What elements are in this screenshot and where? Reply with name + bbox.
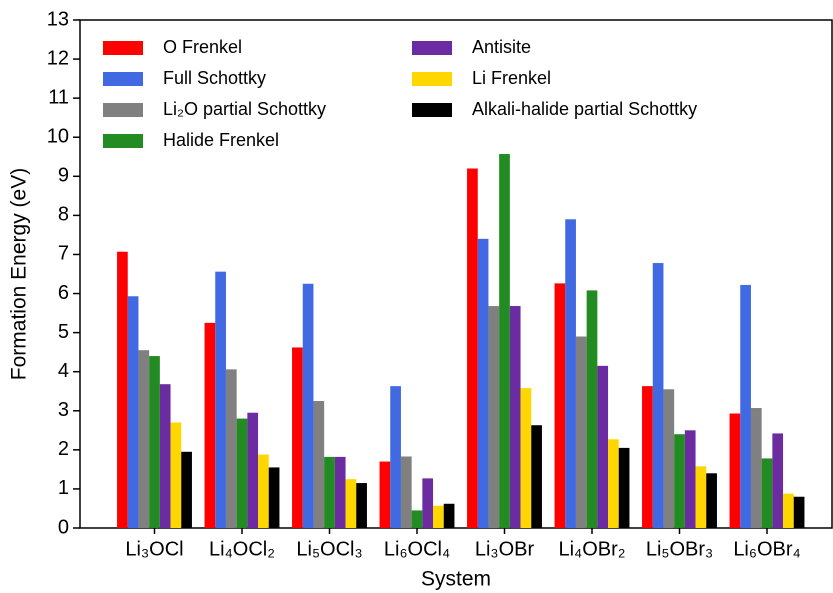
bar bbox=[138, 350, 150, 528]
bar bbox=[663, 389, 675, 528]
y-tick-label: 4 bbox=[58, 360, 69, 382]
bar bbox=[531, 425, 542, 528]
y-tick-label: 3 bbox=[58, 399, 69, 421]
y-tick-label: 9 bbox=[58, 165, 69, 187]
bar bbox=[236, 418, 248, 528]
x-tick-label: Li₆OBr₄ bbox=[733, 538, 800, 560]
bar bbox=[324, 456, 335, 528]
y-tick-label: 6 bbox=[58, 282, 69, 304]
legend-swatch bbox=[103, 41, 143, 55]
x-tick-label: Li₅OBr₃ bbox=[646, 538, 713, 560]
bar bbox=[750, 408, 762, 528]
bar bbox=[149, 356, 160, 528]
bar bbox=[345, 479, 357, 528]
bar bbox=[706, 473, 717, 528]
bar bbox=[313, 401, 325, 528]
bar bbox=[379, 461, 391, 528]
bar bbox=[477, 238, 489, 529]
bar bbox=[554, 283, 566, 528]
legend-swatch bbox=[103, 72, 143, 86]
bar bbox=[258, 454, 269, 528]
bar bbox=[565, 219, 576, 529]
y-tick-label: 7 bbox=[58, 243, 69, 265]
bar bbox=[334, 456, 346, 528]
x-tick-label: Li₄OBr₂ bbox=[558, 538, 625, 560]
x-tick-label: Li₄OCl₂ bbox=[209, 538, 275, 560]
bar bbox=[215, 271, 226, 528]
bar bbox=[695, 466, 707, 528]
legend-swatch bbox=[412, 72, 452, 86]
bar bbox=[652, 263, 664, 528]
y-tick-label: 0 bbox=[58, 516, 69, 538]
bar bbox=[488, 306, 500, 528]
bar bbox=[674, 434, 685, 528]
bar bbox=[292, 347, 303, 528]
bar bbox=[575, 336, 587, 528]
legend-label: Li Frenkel bbox=[472, 68, 551, 88]
bar bbox=[772, 433, 784, 528]
y-tick-label: 13 bbox=[47, 8, 69, 30]
x-tick-label: Li₃OCl bbox=[125, 538, 183, 560]
bar bbox=[225, 369, 237, 528]
legend-label: Antisite bbox=[472, 37, 531, 57]
legend-label: Alkali-halide partial Schottky bbox=[472, 99, 697, 119]
bar bbox=[356, 483, 367, 528]
bar bbox=[181, 451, 192, 528]
bar bbox=[159, 384, 171, 528]
legend-label: Halide Frenkel bbox=[163, 130, 279, 150]
bar bbox=[411, 510, 423, 528]
bar bbox=[608, 439, 619, 528]
y-tick-label: 12 bbox=[47, 47, 69, 69]
bar bbox=[509, 306, 521, 528]
bar bbox=[433, 505, 444, 528]
bar bbox=[302, 283, 314, 528]
bar bbox=[467, 168, 478, 528]
bar bbox=[729, 413, 741, 528]
legend-swatch bbox=[412, 103, 452, 117]
y-tick-label: 2 bbox=[58, 438, 69, 460]
bar bbox=[127, 296, 139, 528]
legend-swatch bbox=[412, 41, 452, 55]
bar bbox=[618, 447, 630, 528]
bar bbox=[684, 430, 696, 528]
x-tick-label: Li₅OCl₃ bbox=[296, 538, 362, 560]
y-tick-label: 1 bbox=[58, 477, 69, 499]
bar bbox=[740, 284, 751, 528]
bar bbox=[499, 154, 510, 528]
bar bbox=[520, 388, 532, 528]
bar bbox=[783, 493, 794, 528]
legend-swatch bbox=[103, 103, 143, 117]
bar bbox=[117, 251, 128, 529]
bar bbox=[422, 478, 434, 528]
y-tick-label: 11 bbox=[48, 86, 69, 108]
legend-label: O Frenkel bbox=[163, 37, 242, 57]
y-tick-label: 10 bbox=[47, 126, 69, 148]
y-tick-label: 8 bbox=[58, 204, 69, 226]
x-tick-label: Li₃OBr bbox=[475, 538, 535, 560]
bar bbox=[642, 386, 653, 528]
legend-label: Li₂O partial Schottky bbox=[163, 99, 326, 119]
plot-frame bbox=[79, 19, 833, 529]
bar bbox=[204, 322, 216, 528]
bar bbox=[268, 467, 280, 528]
bar bbox=[247, 412, 259, 528]
x-axis-label: System bbox=[421, 568, 491, 591]
bar bbox=[586, 290, 598, 528]
bar bbox=[390, 386, 401, 528]
y-tick-label: 5 bbox=[58, 321, 69, 343]
legend-label: Full Schottky bbox=[163, 68, 266, 88]
bar bbox=[170, 422, 182, 528]
y-axis-label: Formation Energy (eV) bbox=[8, 168, 31, 380]
bar bbox=[761, 458, 773, 528]
bar bbox=[597, 365, 609, 528]
x-tick-label: Li₆OCl₄ bbox=[384, 538, 450, 560]
legend-swatch bbox=[103, 134, 143, 148]
bar bbox=[793, 496, 805, 528]
bar bbox=[443, 503, 455, 528]
bar bbox=[400, 456, 412, 528]
